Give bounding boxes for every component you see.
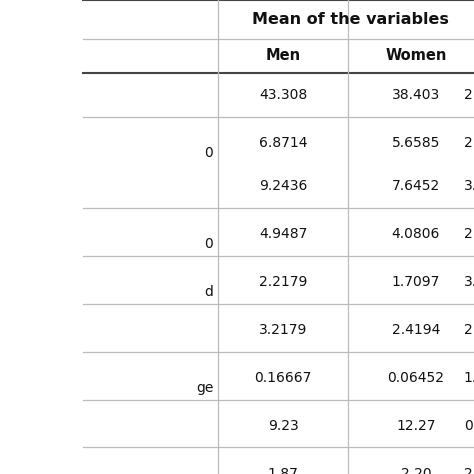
Text: 1.7097: 1.7097	[392, 275, 440, 289]
Text: 38.403: 38.403	[392, 88, 440, 102]
Text: d: d	[204, 285, 213, 299]
Text: 7.6452: 7.6452	[392, 179, 440, 193]
Text: 2.810: 2.810	[464, 227, 474, 241]
Text: 2.20: 2.20	[401, 466, 431, 474]
Text: 2.680: 2.680	[464, 323, 474, 337]
Text: 0.16667: 0.16667	[255, 371, 312, 385]
Text: 2.360: 2.360	[464, 466, 474, 474]
Text: 2.860: 2.860	[464, 88, 474, 102]
Text: Mean of the variables: Mean of the variables	[252, 12, 449, 27]
Text: 0: 0	[205, 146, 213, 160]
Text: 3.370: 3.370	[464, 179, 474, 193]
Text: 12.27: 12.27	[396, 419, 436, 433]
Text: 4.9487: 4.9487	[259, 227, 308, 241]
Text: 2.2179: 2.2179	[259, 275, 308, 289]
Text: 43.308: 43.308	[259, 88, 307, 102]
Text: 2.460: 2.460	[464, 136, 474, 150]
Text: 5.6585: 5.6585	[392, 136, 440, 150]
Text: 9.23: 9.23	[268, 419, 299, 433]
Text: 6.8714: 6.8714	[259, 136, 308, 150]
Text: 3.2179: 3.2179	[259, 323, 308, 337]
Text: 9.2436: 9.2436	[259, 179, 308, 193]
Text: Women: Women	[385, 48, 447, 64]
Text: 2.4194: 2.4194	[392, 323, 440, 337]
Text: 4.0806: 4.0806	[392, 227, 440, 241]
Text: 1.850: 1.850	[464, 371, 474, 385]
Text: ge: ge	[196, 381, 213, 395]
Text: Men: Men	[265, 48, 301, 64]
Text: 3.970: 3.970	[464, 275, 474, 289]
Text: 0.06452: 0.06452	[387, 371, 445, 385]
Text: 0.940: 0.940	[464, 419, 474, 433]
Text: 1.87: 1.87	[268, 466, 299, 474]
Text: 0: 0	[205, 237, 213, 251]
